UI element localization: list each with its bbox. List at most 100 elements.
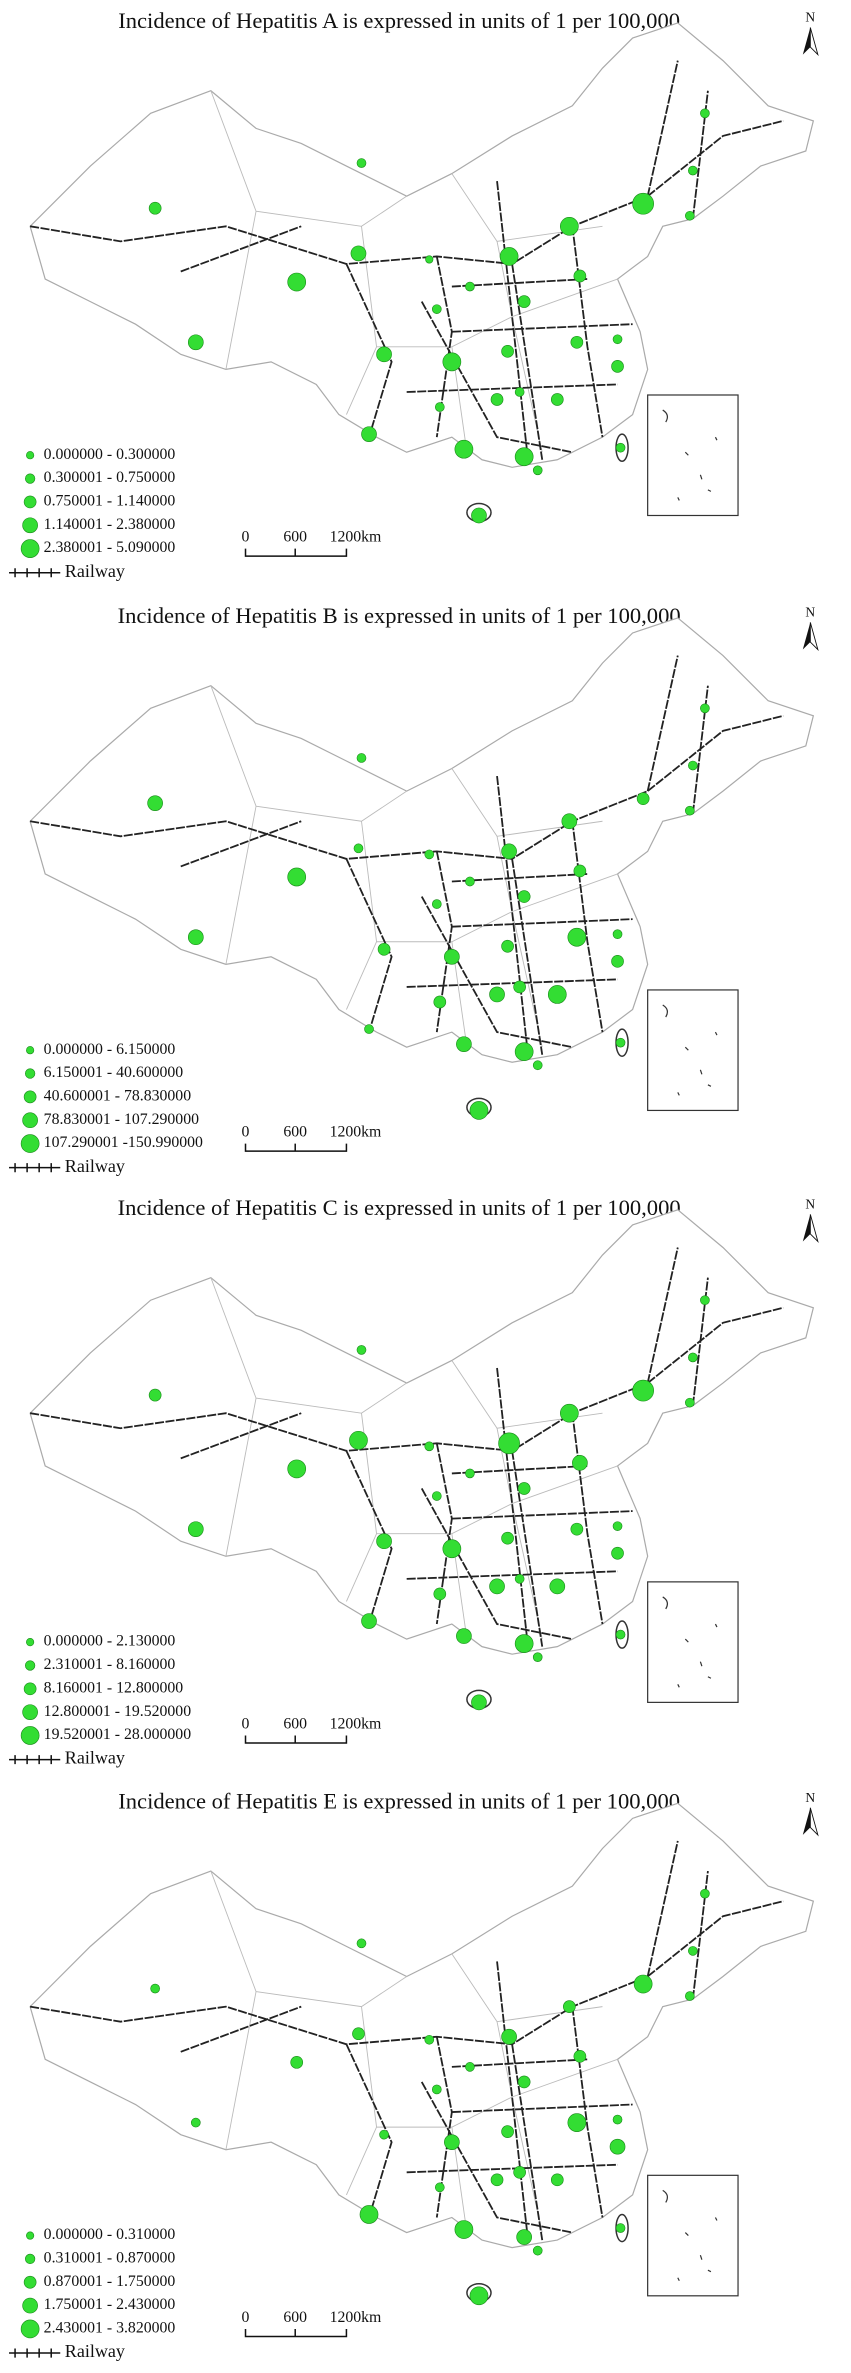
- province-border: [511, 316, 543, 453]
- railway-line: [345, 263, 393, 438]
- province-border: [210, 90, 407, 227]
- legend-symbol: [26, 1046, 35, 1055]
- legend-label: 1.140001 - 2.380000: [44, 516, 176, 533]
- incidence-dot: [700, 1295, 710, 1306]
- incidence-dot: [469, 1101, 489, 1120]
- incidence-dot: [425, 255, 434, 264]
- incidence-dot: [615, 2223, 626, 2233]
- scale-label: 0: [242, 1716, 250, 1733]
- legend-symbol: [22, 517, 38, 534]
- railway-line: [345, 2043, 393, 2218]
- incidence-dot: [187, 929, 204, 946]
- railway-line: [571, 1413, 604, 1625]
- legend-symbol: [26, 1638, 35, 1647]
- incidence-dot: [615, 1037, 626, 1048]
- incidence-dot: [573, 269, 587, 283]
- railway-line: [571, 226, 604, 438]
- incidence-dot: [685, 1991, 695, 2001]
- incidence-dot: [364, 1024, 374, 1034]
- legend-label: 78.830001 - 107.290000: [44, 1111, 199, 1128]
- incidence-dot: [376, 1533, 392, 1550]
- legend-label: 19.520001 - 28.000000: [44, 1726, 192, 1743]
- railway-line: [451, 2103, 633, 2113]
- north-arrow-label: N: [805, 10, 815, 25]
- railway-legend-line: [9, 1163, 61, 1173]
- incidence-dot: [501, 344, 514, 358]
- incidence-dot: [444, 948, 460, 965]
- incidence-dot: [349, 1430, 368, 1450]
- panel-title: Incidence of Hepatitis E is expressed in…: [118, 1788, 680, 1813]
- incidence-dot: [434, 402, 445, 412]
- incidence-dot: [424, 849, 435, 860]
- railway-line: [496, 1367, 529, 1640]
- incidence-dot: [685, 1397, 695, 1408]
- incidence-dot: [567, 927, 587, 947]
- incidence-dot: [424, 2034, 435, 2045]
- scale-label: 1200km: [330, 2309, 382, 2326]
- incidence-dot: [516, 2229, 532, 2245]
- inset-islands: [662, 2189, 718, 2282]
- incidence-dot: [517, 2075, 531, 2089]
- incidence-dot: [490, 393, 504, 406]
- incidence-dot: [471, 1694, 487, 1711]
- incidence-dot: [517, 1482, 531, 1495]
- incidence-dot: [471, 507, 487, 524]
- incidence-dot: [532, 465, 543, 476]
- north-arrow-label: N: [805, 1790, 815, 1805]
- legend-label: 2.310001 - 8.160000: [44, 1656, 176, 1673]
- province-border: [376, 1465, 618, 1535]
- incidence-dot: [517, 295, 531, 308]
- province-border: [496, 241, 513, 317]
- incidence-dot: [431, 899, 442, 909]
- railway-line: [406, 2163, 618, 2174]
- incidence-dot: [353, 843, 364, 854]
- railway-line: [496, 1961, 529, 2233]
- incidence-dot: [612, 334, 623, 345]
- incidence-dot: [431, 1491, 442, 1501]
- incidence-dot: [444, 2134, 460, 2151]
- province-border: [511, 911, 543, 1048]
- province-border: [210, 1277, 407, 1414]
- incidence-dot: [532, 2245, 543, 2256]
- incidence-dot: [517, 890, 531, 903]
- incidence-dot: [431, 2084, 442, 2095]
- incidence-dot: [376, 346, 392, 363]
- incidence-dot: [611, 360, 624, 373]
- north-arrow: [802, 1214, 811, 1242]
- legend-symbol: [20, 539, 40, 558]
- scale-label: 600: [283, 1124, 307, 1141]
- incidence-dot: [573, 864, 587, 878]
- railway-line: [29, 1306, 784, 1452]
- legend-symbol: [25, 1660, 36, 1671]
- province-border: [225, 1991, 257, 2150]
- incidence-dot: [359, 2205, 379, 2224]
- legend-symbol: [25, 2253, 36, 2265]
- incidence-dot: [612, 2114, 623, 2125]
- railway-line: [180, 1412, 302, 1460]
- railway-line: [571, 2006, 604, 2218]
- railway-line: [451, 918, 633, 928]
- incidence-dot: [550, 393, 564, 406]
- railway-line: [420, 1488, 573, 1640]
- railway-legend-label: Railway: [65, 1748, 125, 1768]
- panel-title: Incidence of Hepatitis A is expressed in…: [118, 8, 680, 33]
- railway-line: [29, 1900, 784, 2046]
- railway-line: [29, 714, 784, 860]
- incidence-dot: [561, 813, 578, 830]
- railway-line: [646, 1840, 679, 1977]
- incidence-dot: [456, 1628, 472, 1644]
- incidence-dot: [549, 1578, 566, 1595]
- railway-line: [511, 263, 544, 460]
- province-border: [225, 806, 257, 965]
- railway-line: [180, 2005, 302, 2053]
- incidence-dot: [287, 867, 307, 887]
- legend-label: 0.000000 - 0.310000: [44, 2226, 176, 2243]
- incidence-dot: [352, 2027, 365, 2041]
- incidence-dot: [615, 442, 626, 453]
- legend-symbol: [25, 473, 36, 484]
- inset-islands: [662, 1596, 718, 1688]
- incidence-dot: [454, 439, 474, 459]
- railway-line: [451, 323, 633, 333]
- legend-symbol: [23, 495, 37, 509]
- inset-box: [647, 1581, 739, 1703]
